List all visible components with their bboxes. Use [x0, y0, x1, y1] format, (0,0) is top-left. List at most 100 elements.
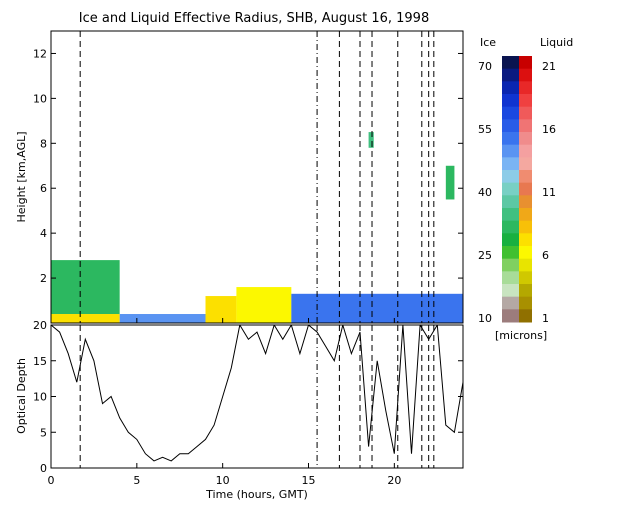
liquid-color-swatch	[519, 208, 532, 222]
cloud-region	[51, 260, 120, 315]
colorbar-tick-label: 1	[542, 312, 549, 325]
ice-color-swatch	[502, 208, 519, 222]
time-tick-label: 5	[133, 474, 140, 487]
colorbar-liquid-ticks: 21 16 11 6 1	[542, 60, 556, 325]
liquid-color-swatch	[519, 170, 532, 184]
liquid-color-swatch	[519, 81, 532, 95]
colorbar-units: [microns]	[495, 329, 547, 342]
colorbar-tick-label: 25	[478, 249, 492, 262]
cloud-region	[51, 314, 120, 323]
ice-color-swatch	[502, 233, 519, 247]
height-tick-label: 12	[33, 47, 47, 60]
height-tick-label: 8	[40, 137, 47, 150]
height-tick-label: 6	[40, 182, 47, 195]
colorbar-tick-label: 6	[542, 249, 549, 262]
optical-depth-line	[51, 325, 463, 462]
colorbar-liquid-title: Liquid	[540, 36, 573, 49]
height-axis-label: Height [km,AGL]	[15, 131, 28, 222]
top-time-ticks	[50, 318, 395, 323]
optical-depth-tick-label: 0	[40, 462, 47, 475]
liquid-color-swatch	[519, 284, 532, 298]
height-tick-label: 10	[33, 92, 47, 105]
colorbar-tick-label: 21	[542, 60, 556, 73]
height-tick-label: 2	[40, 272, 47, 285]
colorbar-ice-title: Ice	[480, 36, 496, 49]
liquid-color-swatch	[519, 296, 532, 310]
ice-color-swatch	[502, 246, 519, 260]
liquid-color-swatch	[519, 271, 532, 285]
liquid-color-swatch	[519, 106, 532, 120]
liquid-color-swatch	[519, 119, 532, 133]
colorbar-tick-label: 55	[478, 123, 492, 136]
cloud-heatmap	[51, 132, 463, 323]
ice-color-swatch	[502, 309, 519, 323]
liquid-color-swatch	[519, 309, 532, 323]
colorbar-tick-label: 11	[542, 186, 556, 199]
ice-color-swatch	[502, 144, 519, 158]
colorbar-tick-label: 16	[542, 123, 556, 136]
ice-color-swatch	[502, 296, 519, 310]
ice-color-swatch	[502, 56, 519, 70]
ice-color-swatch	[502, 182, 519, 196]
colorbar-tick-label: 10	[478, 312, 492, 325]
cloud-region	[119, 314, 206, 323]
ice-color-swatch	[502, 68, 519, 82]
colorbar-ice-scale	[502, 56, 519, 323]
liquid-color-swatch	[519, 94, 532, 108]
ice-color-swatch	[502, 119, 519, 133]
effective-radius-panel: 2 4 6 8 10 12 Height [km,AGL]	[15, 30, 464, 324]
time-tick-label: 10	[216, 474, 230, 487]
optical-depth-tick-label: 20	[33, 319, 47, 332]
ice-color-swatch	[502, 81, 519, 95]
time-axis: 0 5 10 15 20	[48, 463, 401, 487]
ice-color-swatch	[502, 195, 519, 209]
time-tick-label: 20	[387, 474, 401, 487]
time-tick-label: 0	[48, 474, 55, 487]
top-time-markers	[79, 31, 435, 323]
ice-color-swatch	[502, 284, 519, 298]
chart-title: Ice and Liquid Effective Radius, SHB, Au…	[79, 11, 429, 26]
height-axis: 2 4 6 8 10 12	[33, 47, 463, 285]
colorbar-liquid-scale	[519, 56, 532, 323]
cloud-region	[445, 165, 455, 200]
colorbar: Ice Liquid 70 55 40 25 10 21 16 11 6 1 [microns]	[478, 36, 573, 342]
ice-color-swatch	[502, 170, 519, 184]
ice-color-swatch	[502, 94, 519, 108]
bottom-time-markers	[79, 325, 435, 468]
optical-depth-panel: 0 5 10 15 20 0 5 10 15 20 Optical Depth Time (ho…	[15, 319, 464, 501]
colorbar-ice-ticks: 70 55 40 25 10	[478, 60, 492, 325]
colorbar-tick-label: 40	[478, 186, 492, 199]
liquid-color-swatch	[519, 144, 532, 158]
colorbar-tick-label: 70	[478, 60, 492, 73]
optical-depth-axis-label: Optical Depth	[15, 358, 28, 434]
time-tick-label: 15	[302, 474, 316, 487]
cloud-region	[205, 296, 237, 323]
cloud-region	[236, 287, 292, 323]
ice-color-swatch	[502, 220, 519, 234]
optical-depth-tick-label: 10	[33, 391, 47, 404]
cloud-region	[291, 293, 463, 323]
liquid-color-swatch	[519, 195, 532, 209]
liquid-color-swatch	[519, 246, 532, 260]
liquid-color-swatch	[519, 258, 532, 272]
top-plot-frame	[50, 30, 464, 324]
liquid-color-swatch	[519, 220, 532, 234]
optical-depth-axis: 0 5 10 15 20	[33, 319, 463, 475]
ice-color-swatch	[502, 106, 519, 120]
ice-color-swatch	[502, 132, 519, 146]
ice-color-swatch	[502, 157, 519, 171]
height-tick-label: 4	[40, 227, 47, 240]
ice-color-swatch	[502, 271, 519, 285]
time-axis-label: Time (hours, GMT)	[205, 488, 308, 501]
liquid-color-swatch	[519, 157, 532, 171]
ice-color-swatch	[502, 258, 519, 272]
liquid-color-swatch	[519, 68, 532, 82]
liquid-color-swatch	[519, 233, 532, 247]
optical-depth-tick-label: 5	[40, 426, 47, 439]
liquid-color-swatch	[519, 132, 532, 146]
liquid-color-swatch	[519, 56, 532, 70]
optical-depth-tick-label: 15	[33, 355, 47, 368]
cloud-region	[368, 132, 374, 148]
liquid-color-swatch	[519, 182, 532, 196]
